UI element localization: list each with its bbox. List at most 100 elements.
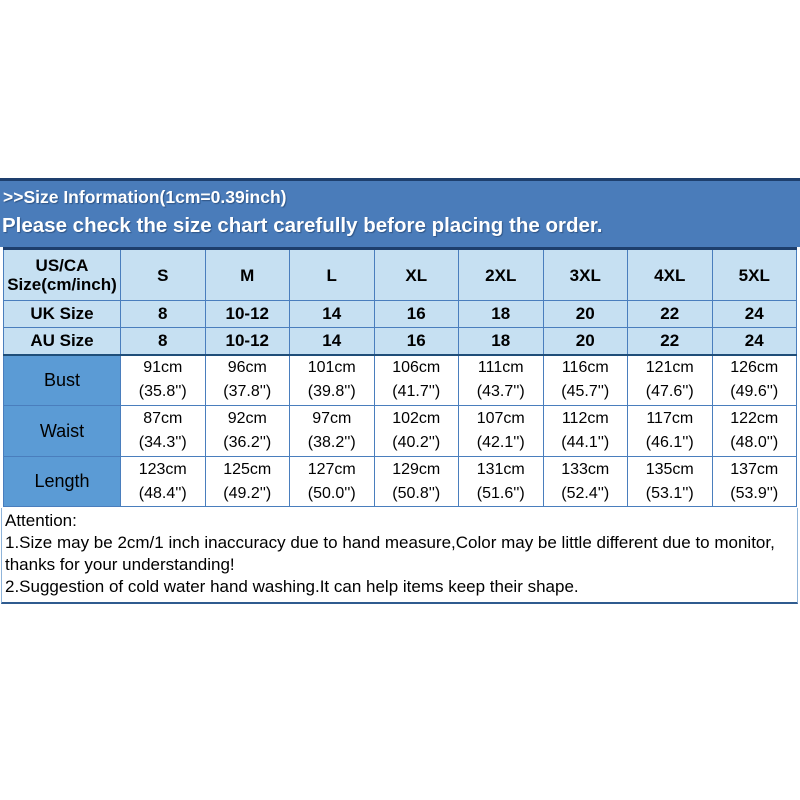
measure-value-cell: 102cm (40.2'') <box>373 405 459 457</box>
size-value-cell: 14 <box>289 300 375 328</box>
measure-inch: (50.0'') <box>307 484 356 502</box>
size-value-cell: 8 <box>120 327 206 355</box>
measure-inch: (43.7'') <box>476 383 525 401</box>
measure-row-label: Bust <box>3 353 121 406</box>
measure-cm: 131cm <box>476 460 525 478</box>
col-header-s: S <box>120 248 206 301</box>
measure-cm: 122cm <box>730 410 779 427</box>
attention-line-3: 2.Suggestion of cold water hand washing.… <box>5 577 579 596</box>
size-value-cell: 8 <box>120 300 206 328</box>
measure-inch: (47.6'') <box>645 383 694 401</box>
attention-heading: Attention: <box>5 511 77 530</box>
measure-cm: 135cm <box>645 460 694 478</box>
measure-inch: (52.4'') <box>561 484 610 502</box>
measure-value-cell: 111cm (43.7'') <box>458 353 544 406</box>
measure-inch: (34.3'') <box>138 434 187 451</box>
size-value-cell: 10-12 <box>204 327 290 355</box>
measure-cm: 102cm <box>392 410 441 427</box>
size-row: AU Size 8 10-12 14 16 18 20 22 24 <box>3 327 797 355</box>
measure-cm: 91cm <box>143 359 183 377</box>
measure-inch: (44.1'') <box>561 434 610 451</box>
attention-line-1: 1.Size may be 2cm/1 inch inaccuracy due … <box>5 533 775 552</box>
measure-value-cell: 96cm (37.8'') <box>204 353 290 406</box>
size-value-cell: 24 <box>711 327 797 355</box>
measure-cm: 106cm <box>392 359 441 377</box>
measure-inch: (49.2'') <box>223 484 272 502</box>
attention-line-2: thanks for your understanding! <box>5 555 235 574</box>
measure-inch: (42.1'') <box>476 434 525 451</box>
measure-inch: (48.0'') <box>730 434 779 451</box>
measure-value-cell: 101cm (39.8'') <box>289 353 375 406</box>
banner-title: >>Size Information(1cm=0.39inch) <box>3 187 287 207</box>
measure-value-cell: 122cm (48.0'') <box>711 405 797 457</box>
measure-cm: 112cm <box>561 410 609 427</box>
measure-row: Waist 87cm (34.3'') 92cm (36.2'') 97cm (38.2''… <box>3 405 797 457</box>
col-header-3xl: 3XL <box>542 248 628 301</box>
measure-value-cell: 106cm (41.7'') <box>373 353 459 406</box>
size-value-cell: 10-12 <box>204 300 290 328</box>
size-value-cell: 14 <box>289 327 375 355</box>
measure-row: Length 123cm (48.4'') 125cm (49.2'') 127cm (50… <box>3 456 797 507</box>
measure-inch: (41.7'') <box>392 383 441 401</box>
measure-inch: (51.6'') <box>476 484 525 502</box>
measure-cm: 126cm <box>730 359 779 377</box>
measure-value-cell: 126cm (49.6'') <box>711 353 797 406</box>
measure-cm: 97cm <box>312 410 352 427</box>
measure-inch: (50.8'') <box>392 484 441 502</box>
measure-cm: 125cm <box>223 460 272 478</box>
measure-cm: 117cm <box>646 410 694 427</box>
measure-inch: (39.8'') <box>307 383 356 401</box>
size-value-cell: 22 <box>627 327 713 355</box>
col-header-xl: XL <box>373 248 459 301</box>
size-chart-header: US/CA Size(cm/inch) S M L XL 2XL 3XL 4XL 5XL <box>3 248 797 301</box>
measure-cm: 101cm <box>307 359 356 377</box>
size-info-banner: >>Size Information(1cm=0.39inch) Please … <box>0 178 800 247</box>
measure-value-cell: 87cm (34.3'') <box>120 405 206 457</box>
measure-value-cell: 116cm (45.7'') <box>542 353 628 406</box>
measure-value-cell: 107cm (42.1'') <box>458 405 544 457</box>
size-value-cell: 18 <box>458 300 544 328</box>
measure-cm: 127cm <box>307 460 356 478</box>
measure-inch: (53.9'') <box>730 484 779 502</box>
measure-cm: 87cm <box>143 410 183 427</box>
size-value-cell: 20 <box>542 300 628 328</box>
measure-value-cell: 121cm (47.6'') <box>627 353 713 406</box>
banner-subtitle: Please check the size chart carefully be… <box>2 214 603 237</box>
measure-cm: 96cm <box>227 359 267 377</box>
measure-cm: 137cm <box>730 460 779 478</box>
measure-value-cell: 127cm (50.0'') <box>289 456 375 507</box>
col-header-m: M <box>204 248 290 301</box>
measure-value-cell: 133cm (52.4'') <box>542 456 628 507</box>
measure-inch: (46.1'') <box>645 434 694 451</box>
attention-section: Attention: 1.Size may be 2cm/1 inch inac… <box>1 508 798 604</box>
col-header-2xl: 2XL <box>458 248 544 301</box>
measure-value-cell: 135cm (53.1'') <box>627 456 713 507</box>
measure-cm: 92cm <box>227 410 267 427</box>
measure-row-label: Waist <box>3 405 121 457</box>
size-row-label: AU Size <box>3 327 121 355</box>
measure-inch: (40.2'') <box>392 434 441 451</box>
col-header-l: L <box>289 248 375 301</box>
measure-inch: (48.4'') <box>138 484 187 502</box>
measure-cm: 121cm <box>645 359 694 377</box>
col-header-size-system: US/CA Size(cm/inch) <box>3 248 121 301</box>
measure-inch: (45.7'') <box>561 383 610 401</box>
size-value-cell: 18 <box>458 327 544 355</box>
measure-inch: (53.1'') <box>645 484 694 502</box>
measure-cm: 123cm <box>138 460 187 478</box>
measure-cm: 111cm <box>477 359 524 377</box>
measure-inch: (37.8'') <box>223 383 272 401</box>
size-value-cell: 16 <box>373 300 459 328</box>
measure-value-cell: 112cm (44.1'') <box>542 405 628 457</box>
size-value-cell: 22 <box>627 300 713 328</box>
measure-value-cell: 97cm (38.2'') <box>289 405 375 457</box>
size-row-label: UK Size <box>3 300 121 328</box>
col-header-4xl: 4XL <box>627 248 713 301</box>
measure-value-cell: 131cm (51.6'') <box>458 456 544 507</box>
size-row: UK Size 8 10-12 14 16 18 20 22 24 <box>3 300 797 328</box>
measure-cm: 107cm <box>476 410 525 427</box>
measure-row: Bust 91cm (35.8'') 96cm (37.8'') 101cm (39.8''… <box>3 353 797 406</box>
measure-value-cell: 117cm (46.1'') <box>627 405 713 457</box>
measure-value-cell: 125cm (49.2'') <box>204 456 290 507</box>
measure-row-label: Length <box>3 456 121 507</box>
